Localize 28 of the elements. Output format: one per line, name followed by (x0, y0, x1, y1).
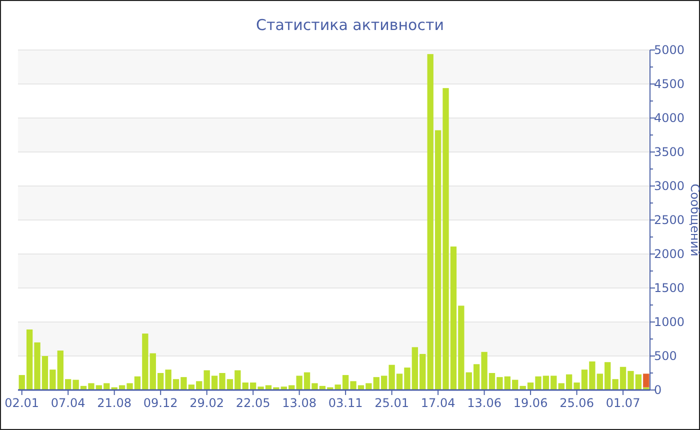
chart-title: Статистика активности (256, 16, 444, 34)
x-tick-label: 19.06 (513, 396, 548, 410)
y-tick-label: 5000 (654, 43, 685, 57)
y-tick-label: 1000 (654, 315, 685, 329)
y-tick-label: 2500 (654, 213, 685, 227)
bar (643, 374, 650, 388)
x-tick-label: 13.06 (467, 396, 502, 410)
y-tick-label: 500 (654, 349, 677, 363)
x-tick-label: 13.08 (282, 396, 316, 410)
x-tick-label: 07.04 (50, 396, 86, 410)
x-tick-label: 25.01 (374, 396, 409, 410)
y-tick-label: 4500 (654, 77, 685, 91)
y-tick-label: 1500 (654, 281, 685, 295)
x-tick-label: 09.12 (143, 396, 178, 410)
y-tick-label: 3500 (654, 145, 685, 159)
y-tick-label: 4000 (654, 111, 685, 125)
x-tick-label: 25.06 (560, 396, 594, 410)
x-tick-label: 29.02 (190, 396, 224, 410)
y-tick-label: 3000 (654, 179, 685, 193)
x-tick-label: 22.05 (236, 396, 270, 410)
x-tick-label: 01.07 (606, 396, 640, 410)
x-tick-label: 03.11 (328, 396, 363, 410)
x-tick-label: 17.04 (420, 396, 456, 410)
y-tick-label: 0 (654, 383, 662, 397)
y-axis-title: Сообщений (688, 184, 700, 256)
x-tick-label: 02.01 (4, 396, 40, 410)
x-tick-label: 21.08 (97, 396, 132, 410)
y-tick-label: 2000 (654, 247, 685, 261)
